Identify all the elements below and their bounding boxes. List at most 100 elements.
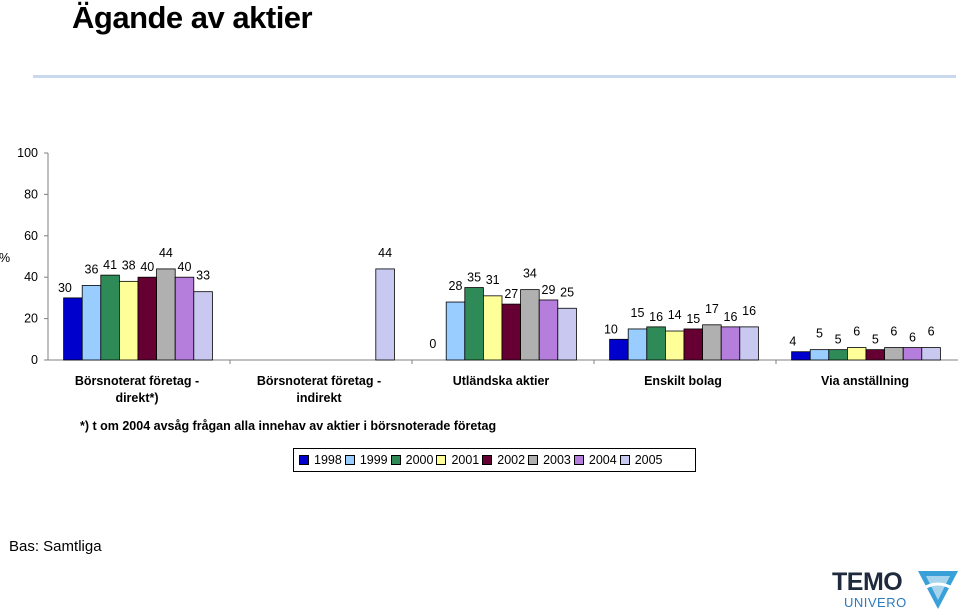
bar [720,326,741,361]
data-label: 15 [686,312,700,326]
temo-logo: TEMO UNIVERO [832,565,960,613]
bar [683,328,704,361]
bar [865,349,886,361]
data-label: 15 [631,306,645,320]
bar [665,330,685,361]
data-label: 16 [649,310,663,324]
data-label: 34 [523,267,537,281]
legend-item: 1998 [299,453,342,467]
legend-label: 2003 [543,453,571,467]
title-divider [33,75,956,78]
legend-item: 2005 [619,453,663,467]
data-label: 40 [140,260,154,274]
data-label: 28 [449,279,463,293]
data-label: 31 [486,273,500,287]
data-label: 36 [85,262,99,276]
bar [791,351,811,361]
legend-item: 2001 [436,453,479,467]
bar [609,338,629,361]
data-label: 30 [58,281,72,295]
logo-wordmark: TEMO [832,568,903,596]
bar [520,289,540,361]
y-tick-label: 0 [31,353,38,367]
x-category-label: direkt*) [115,391,158,405]
y-tick-label: 80 [24,187,38,201]
legend-item: 2003 [528,453,571,467]
y-tick-label: 40 [24,270,38,284]
legend-label: 2001 [451,453,480,467]
bar [375,268,395,361]
data-label: 4 [789,335,796,349]
legend-label: 1999 [359,453,388,467]
data-label: 33 [196,269,210,283]
x-category-label: Enskilt bolag [644,374,722,388]
data-label: 35 [467,271,481,285]
data-label: 16 [724,310,738,324]
page-title: Ägande av aktier [72,0,313,35]
bar [538,299,559,361]
legend-swatch [573,455,584,465]
footnote: *) t om 2004 avsåg frågan alla innehav a… [80,419,497,433]
legend-item: 2002 [482,453,525,467]
bar [119,280,139,361]
legend-swatch [528,455,539,465]
bar [174,276,195,361]
bar [464,287,484,361]
bar [193,291,213,361]
data-label: 6 [928,325,935,339]
x-category-label: Via anställning [821,374,909,388]
x-category-label: indirekt [296,391,342,405]
bar [902,347,923,361]
bar [445,301,466,361]
data-label: 25 [560,285,574,299]
data-label: 5 [872,333,879,347]
legend-label: 2004 [588,453,617,467]
bar [646,326,666,361]
legend-label: 2000 [405,453,434,467]
bar [501,303,522,361]
legend-swatch [619,455,630,465]
data-label: 29 [542,283,556,297]
bar [809,349,830,361]
bar [847,347,867,361]
bar [100,274,120,361]
legend-swatch [390,455,401,465]
data-label: 0 [429,337,436,351]
data-label: 5 [816,327,823,341]
data-label: 6 [853,325,860,339]
data-label: 6 [890,325,897,339]
data-label: 38 [122,258,136,272]
y-tick-label: 100 [17,146,38,160]
bar [828,349,848,361]
bar [921,347,941,361]
bar [63,297,83,361]
data-label: 14 [668,308,682,322]
bar [482,295,503,361]
data-label: 40 [178,260,192,274]
legend-label: 1998 [314,453,342,467]
legend-label: 2002 [497,453,526,467]
bar [81,285,102,361]
data-label: 16 [742,304,756,318]
data-label: 41 [103,258,117,272]
bar [627,328,648,361]
logo-triangle-icon [918,571,958,609]
y-axis-label: % [0,251,10,265]
bar [884,347,904,361]
x-category-label: Börsnoterat företag - [257,374,381,388]
y-tick-label: 60 [24,229,38,243]
chart-legend: 1998 1999 2000 2001 2002 2003 2004 2005 [293,448,696,472]
x-category-label: Utländska aktier [453,374,550,388]
bar [137,276,158,361]
data-label: 44 [159,246,173,260]
data-label: 10 [604,322,618,336]
legend-item: 2004 [573,453,617,467]
legend-swatch [344,455,355,465]
legend-swatch [482,455,493,465]
logo-subtext: UNIVERO [844,595,907,610]
legend-item: 2000 [390,453,434,467]
legend-item: 1999 [344,453,388,467]
y-tick-label: 20 [24,312,38,326]
bar [739,326,759,361]
